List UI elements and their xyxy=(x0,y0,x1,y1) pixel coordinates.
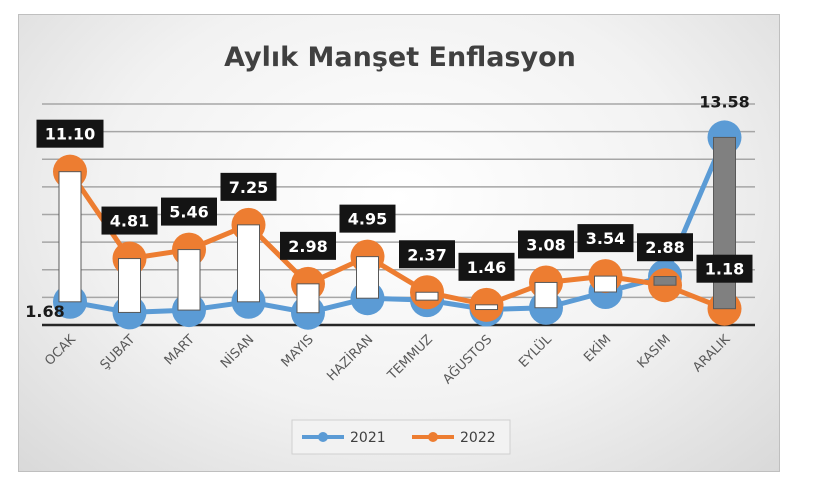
x-tick-label: AĞUSTOS xyxy=(440,332,496,388)
legend-label-2022: 2022 xyxy=(460,430,496,446)
data-label-2021: 1.68 xyxy=(25,302,64,321)
x-tick-label: EKİM xyxy=(581,332,615,366)
data-label-box xyxy=(161,197,217,226)
data-label-2022: 11.10 xyxy=(45,125,96,144)
data-label-2022: 4.81 xyxy=(110,212,149,231)
data-label-2022: 3.54 xyxy=(586,229,625,248)
x-tick-label: KASIM xyxy=(635,332,674,371)
up-bar xyxy=(58,171,82,303)
up-bar xyxy=(594,275,617,293)
x-tick-label: EYLÜL xyxy=(515,330,555,370)
data-label-box xyxy=(339,204,396,233)
data-label-2022: 5.46 xyxy=(169,203,208,222)
data-label-box xyxy=(577,224,634,253)
data-label-2022: 1.46 xyxy=(467,258,506,277)
x-tick-label: MAYIS xyxy=(279,332,317,370)
data-label-box xyxy=(36,119,104,148)
data-label-2022: 2.98 xyxy=(288,237,327,256)
legend-marker-2022 xyxy=(428,432,438,442)
x-tick-label: OCAK xyxy=(42,332,79,369)
down-bar xyxy=(653,276,677,286)
x-tick-label: MART xyxy=(162,332,198,368)
x-tick-label: ARALIK xyxy=(690,332,733,375)
data-label-2022: 1.18 xyxy=(705,260,744,279)
data-label-2022: 2.37 xyxy=(407,245,446,264)
up-bar xyxy=(356,256,379,299)
up-bar xyxy=(534,281,558,309)
data-label-2022: 2.88 xyxy=(645,238,684,257)
x-tick-label: NİSAN xyxy=(217,332,257,372)
data-label-2022: 3.08 xyxy=(526,235,565,254)
data-label-box xyxy=(399,240,455,269)
legend: 2021 2022 xyxy=(291,419,511,455)
data-label-box xyxy=(696,254,753,283)
x-tick-label: ŞUBAT xyxy=(98,332,139,373)
up-bar xyxy=(237,224,260,303)
data-label-box xyxy=(518,230,574,259)
data-label-box xyxy=(101,206,158,235)
data-label-box xyxy=(458,252,515,281)
x-tick-label: HAZİRAN xyxy=(324,332,377,385)
legend-label-2021: 2021 xyxy=(350,430,386,446)
data-label-box xyxy=(220,172,277,201)
chart-title: Aylık Manşet Enflasyon xyxy=(224,42,576,73)
data-label-2022: 7.25 xyxy=(229,178,268,197)
data-label-2021: 13.58 xyxy=(699,92,750,111)
data-label-box xyxy=(280,231,336,260)
data-label-box xyxy=(637,233,693,262)
down-bar xyxy=(713,136,736,310)
up-bar xyxy=(475,304,498,311)
x-tick-label: TEMMUZ xyxy=(384,332,436,384)
up-bar xyxy=(415,291,439,301)
up-bar xyxy=(177,249,201,311)
legend-marker-2021 xyxy=(318,432,328,442)
up-bar xyxy=(118,258,141,313)
data-label-2022: 4.95 xyxy=(348,210,387,229)
up-bar xyxy=(296,283,320,314)
